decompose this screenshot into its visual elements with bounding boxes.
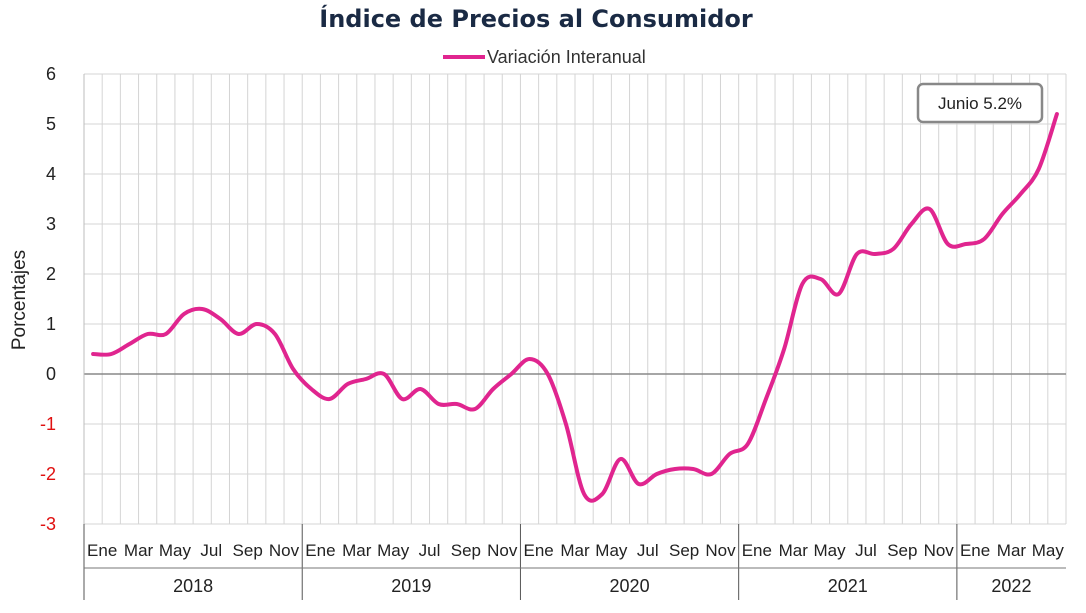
x-tick-label: Nov (487, 541, 518, 560)
year-label: 2019 (391, 576, 431, 596)
year-label: 2021 (828, 576, 868, 596)
x-tick-label: Sep (887, 541, 917, 560)
x-tick-label: Mar (560, 541, 590, 560)
x-tick-label: Jul (200, 541, 222, 560)
legend: Variación Interanual (443, 47, 646, 67)
x-tick-label: Sep (451, 541, 481, 560)
x-tick-label: May (595, 541, 628, 560)
x-tick-label: Ene (87, 541, 117, 560)
chart-title: Índice de Precios al Consumidor (319, 4, 753, 33)
year-label: 2020 (610, 576, 650, 596)
y-tick-labels: 6 5 4 3 2 1 0 -1 -2 -3 (40, 64, 56, 534)
x-tick-label: Nov (924, 541, 955, 560)
x-tick-label: Ene (305, 541, 335, 560)
annotation: Junio 5.2% (916, 82, 1044, 124)
x-tick-label: Sep (669, 541, 699, 560)
x-tick-label: Ene (742, 541, 772, 560)
x-tick-label: Mar (779, 541, 809, 560)
annotation-box (916, 82, 1044, 124)
annotation-text: Junio 5.2% (938, 94, 1022, 113)
x-tick-label: Jul (419, 541, 441, 560)
y-tick-label: -1 (40, 414, 56, 434)
x-tick-label: May (159, 541, 192, 560)
x-tick-label: Jul (855, 541, 877, 560)
x-tick-label: Sep (233, 541, 263, 560)
y-tick-label: 0 (46, 364, 56, 384)
y-tick-label: 3 (46, 214, 56, 234)
x-tick-label: Nov (269, 541, 300, 560)
x-axis: Ene Mar May Jul Sep Nov 2018 Ene Mar May Jul Sep Nov… (83, 524, 1066, 600)
series-layer (91, 112, 1059, 503)
x-tick-label: May (377, 541, 410, 560)
y-tick-label: -2 (40, 464, 56, 484)
y-tick-label: 4 (46, 164, 56, 184)
y-tick-label: 2 (46, 264, 56, 284)
legend-label: Variación Interanual (487, 47, 646, 67)
x-tick-label: Nov (705, 541, 736, 560)
series-line-variacion-interanual (91, 112, 1059, 503)
y-axis-label: Porcentajes (9, 250, 30, 350)
x-tick-label: Ene (960, 541, 990, 560)
x-tick-label: May (1032, 541, 1065, 560)
y-tick-label: 1 (46, 314, 56, 334)
x-tick-label: Mar (124, 541, 154, 560)
x-tick-label: May (814, 541, 847, 560)
y-tick-label: 6 (46, 64, 56, 84)
x-tick-label: Mar (997, 541, 1027, 560)
year-label: 2018 (173, 576, 213, 596)
y-tick-label: -3 (40, 514, 56, 534)
year-label: 2022 (991, 576, 1031, 596)
y-tick-label: 5 (46, 114, 56, 134)
x-tick-label: Jul (637, 541, 659, 560)
x-tick-label: Mar (342, 541, 372, 560)
horizontal-gridlines (83, 73, 1066, 529)
x-tick-label: Ene (524, 541, 554, 560)
